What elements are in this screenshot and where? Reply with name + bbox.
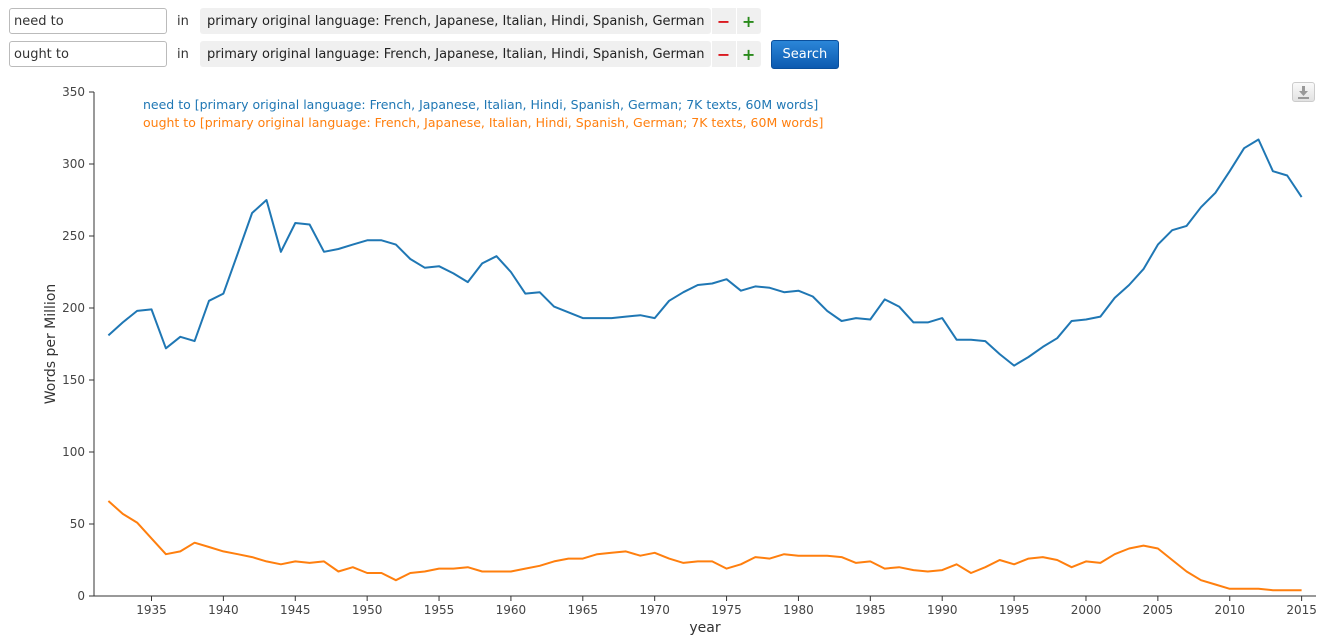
series-line-2 <box>107 500 1302 592</box>
series-lines <box>107 138 1303 592</box>
y-tick-label: 300 <box>62 157 85 171</box>
y-tick-label: 50 <box>70 517 85 531</box>
x-tick-label: 2015 <box>1286 603 1317 617</box>
download-icon <box>1298 86 1309 99</box>
plus-icon[interactable]: + <box>736 8 761 34</box>
search-button[interactable]: Search <box>770 39 840 69</box>
x-axis-title: year <box>689 620 720 636</box>
y-tick-label: 150 <box>62 373 85 387</box>
x-tick-label: 1990 <box>927 603 958 617</box>
x-tick-label: 1945 <box>280 603 311 617</box>
y-tick-label: 100 <box>62 445 85 459</box>
x-tick-label: 1970 <box>639 603 670 617</box>
x-tick-label: 1935 <box>136 603 167 617</box>
legend-entry-2[interactable]: ought to [primary original language: Fre… <box>143 115 823 130</box>
term-input-2[interactable] <box>9 41 167 67</box>
in-label: in <box>177 13 189 29</box>
term-input-1[interactable] <box>9 8 167 34</box>
y-tick-label: 350 <box>62 85 85 99</box>
x-tick-label: 1965 <box>568 603 599 617</box>
y-tick-label: 250 <box>62 229 85 243</box>
query-row-1: in primary original language: French, Ja… <box>9 7 761 35</box>
x-tick-label: 1985 <box>855 603 886 617</box>
minus-icon[interactable]: − <box>711 41 736 67</box>
query-row-2: in primary original language: French, Ja… <box>9 39 840 69</box>
corpus-selector-2[interactable]: primary original language: French, Japan… <box>200 41 711 67</box>
series-line-1 <box>107 138 1303 367</box>
x-tick-label: 1995 <box>999 603 1030 617</box>
plus-icon[interactable]: + <box>736 41 761 67</box>
x-tick-label: 1980 <box>783 603 814 617</box>
x-tick-label: 1960 <box>496 603 527 617</box>
legend-entry-1[interactable]: need to [primary original language: Fren… <box>143 97 818 112</box>
x-tick-label: 2000 <box>1071 603 1102 617</box>
y-axis-title: Words per Million <box>43 284 59 405</box>
legend: need to [primary original language: Fren… <box>143 97 823 130</box>
x-tick-label: 2010 <box>1214 603 1245 617</box>
corpus-selector-1[interactable]: primary original language: French, Japan… <box>200 8 711 34</box>
x-tick-label: 1975 <box>711 603 742 617</box>
y-tick-label: 200 <box>62 301 85 315</box>
x-tick-label: 2005 <box>1143 603 1174 617</box>
download-button[interactable] <box>1292 82 1315 102</box>
axes: 0 50 100 150 200 250 300 350 1935 1940 1945 1950 195… <box>62 85 1317 617</box>
x-tick-label: 1950 <box>352 603 383 617</box>
minus-icon[interactable]: − <box>711 8 736 34</box>
x-tick-label: 1940 <box>208 603 239 617</box>
y-tick-label: 0 <box>77 589 85 603</box>
x-tick-label: 1955 <box>424 603 455 617</box>
in-label: in <box>177 46 189 62</box>
line-chart: 0 50 100 150 200 250 300 350 1935 1940 1945 1950 195… <box>43 85 1317 636</box>
